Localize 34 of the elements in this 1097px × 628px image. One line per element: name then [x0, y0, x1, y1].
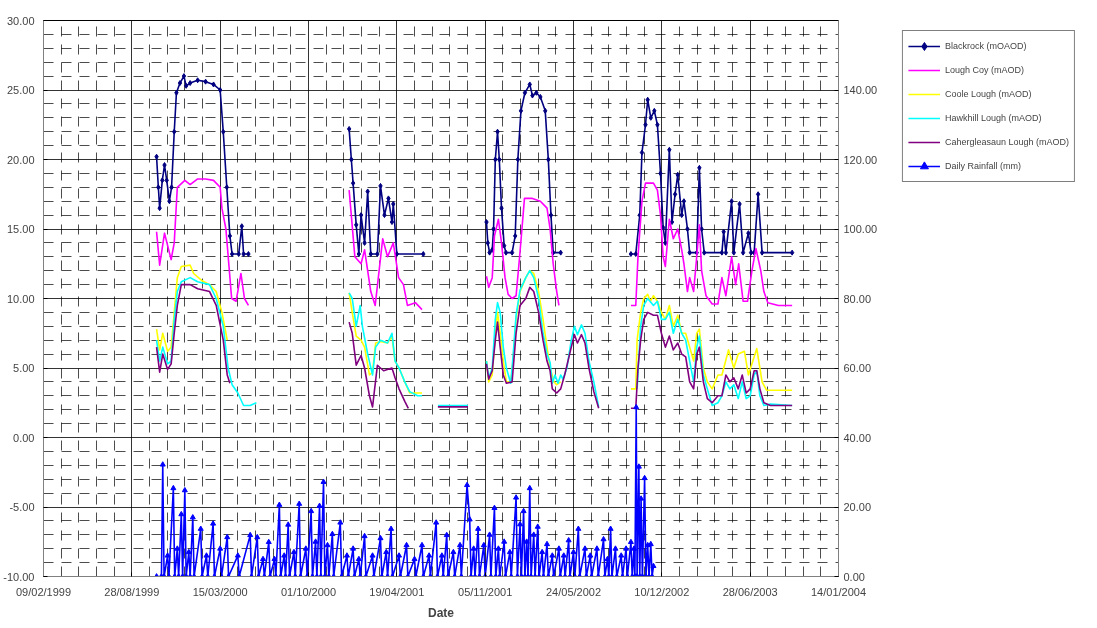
x-tick-label: 09/02/1999 [15, 585, 72, 598]
y-tick-label: -10.00 [3, 570, 35, 583]
y2-tick-label: 40.00 [843, 431, 872, 444]
x-tick-label: 05/11/2001 [458, 585, 513, 598]
y-tick-label: 25.00 [6, 84, 35, 96]
y2-tick-label: 0.00 [843, 570, 865, 583]
legend-label: Lough Coy (mAOD) [944, 65, 1024, 75]
legend-label: Blackrock (mOAOD) [944, 41, 1027, 51]
x-tick-label: 19/04/2001 [369, 585, 425, 598]
x-tick-label: 01/10/2000 [280, 585, 337, 598]
legend-label: Cahergleasaun Lough (mAOD) [944, 137, 1069, 147]
y-tick-label: 10.00 [6, 292, 35, 305]
y-tick-label: 20.00 [6, 153, 35, 166]
x-axis-title: Date [428, 605, 455, 620]
y2-tick-label: 120.00 [843, 153, 878, 166]
legend-label: Daily Rainfall (mm) [944, 161, 1021, 171]
y2-tick-label: 140.00 [843, 84, 878, 96]
legend-label: Coole Lough (mAOD) [944, 89, 1032, 99]
x-tick-label: 28/06/2003 [722, 585, 778, 598]
y2-tick-label: 80.00 [843, 292, 872, 305]
y-tick-label: 30.00 [6, 14, 35, 27]
y2-tick-label: 20.00 [843, 501, 872, 513]
y-tick-label: 5.00 [13, 362, 35, 374]
y2-tick-label: 60.00 [843, 362, 872, 374]
legend-label: Hawkhill Lough (mAOD) [944, 113, 1042, 123]
y-tick-label: -5.00 [9, 501, 35, 513]
x-tick-label: 15/03/2000 [192, 585, 248, 598]
x-tick-label: 14/01/2004 [810, 585, 867, 598]
y-tick-label: 15.00 [6, 223, 35, 235]
x-tick-label: 10/12/2002 [634, 585, 690, 598]
x-tick-label: 28/08/1999 [104, 585, 160, 598]
y-tick-label: 0.00 [13, 431, 35, 444]
x-tick-label: 24/05/2002 [545, 585, 602, 598]
y2-tick-label: 100.00 [843, 223, 878, 235]
